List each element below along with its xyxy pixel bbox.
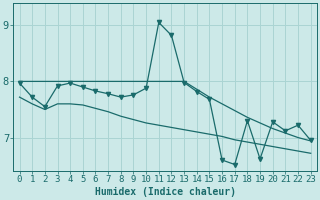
X-axis label: Humidex (Indice chaleur): Humidex (Indice chaleur) [95,187,236,197]
